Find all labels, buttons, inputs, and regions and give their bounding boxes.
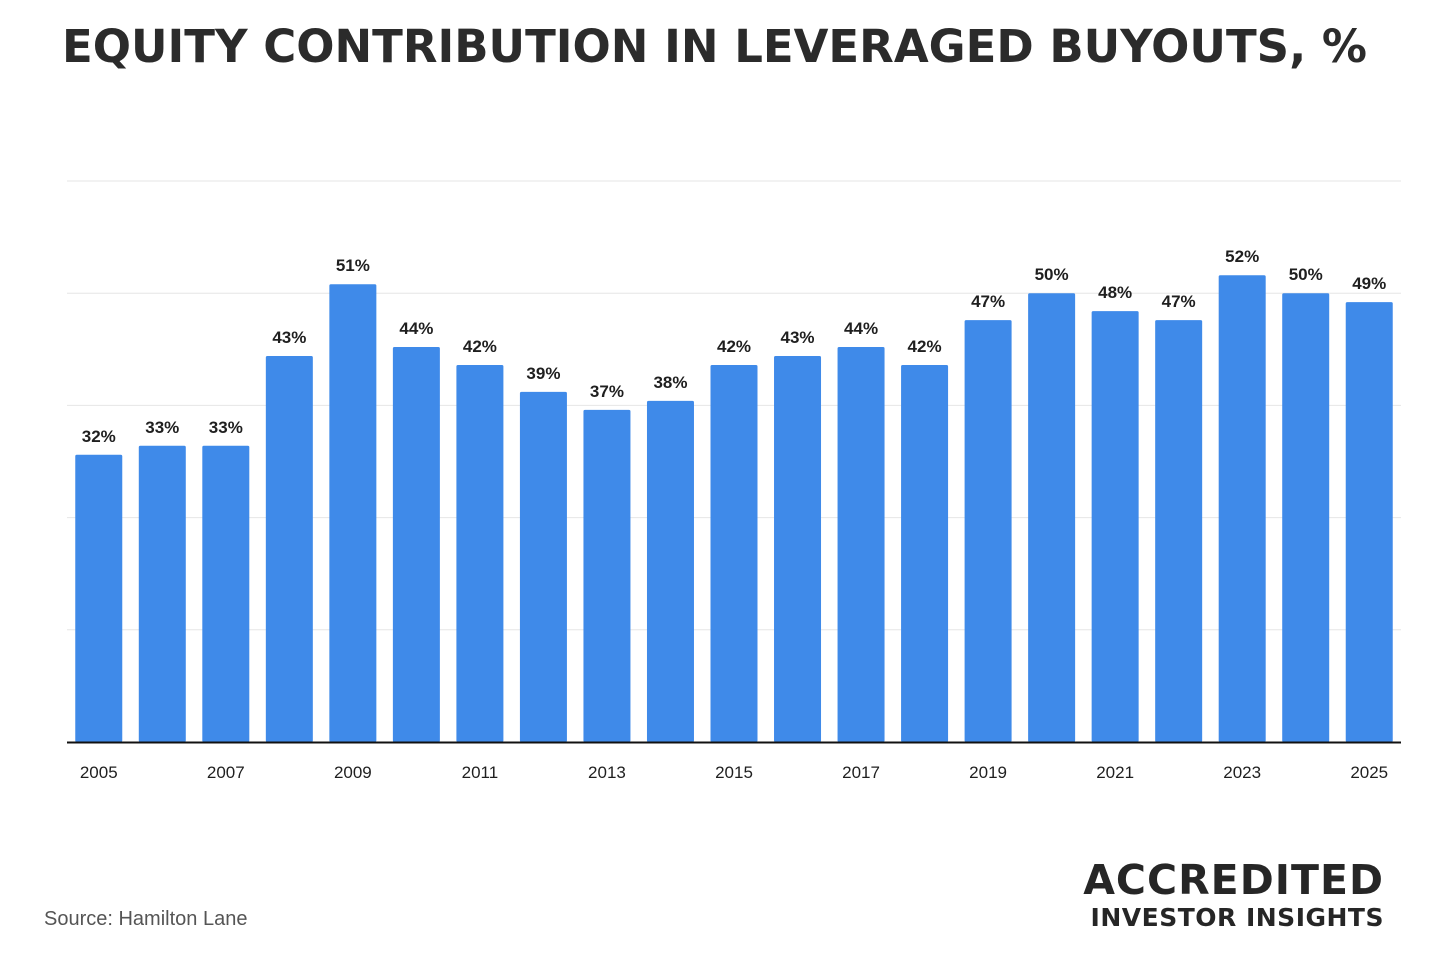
x-tick-label-2005: 2005 — [80, 763, 118, 782]
x-tick-label-2023: 2023 — [1223, 763, 1261, 782]
value-label-2012: 39% — [526, 364, 560, 383]
value-label-2024: 50% — [1289, 265, 1323, 284]
bar-2023 — [1218, 275, 1266, 742]
chart-title: EQUITY CONTRIBUTION IN LEVERAGED BUYOUTS… — [62, 20, 1367, 73]
brand-logo-line1: ACCREDITED — [1083, 856, 1384, 904]
value-label-2020: 50% — [1035, 265, 1069, 284]
bar-2022 — [1155, 320, 1203, 742]
bar-2007 — [202, 445, 250, 742]
value-label-2008: 43% — [272, 328, 306, 347]
bar-2024 — [1282, 293, 1330, 742]
value-label-2014: 38% — [653, 373, 687, 392]
bar-2012 — [519, 391, 567, 742]
value-label-2007: 33% — [209, 418, 243, 437]
bar-2025 — [1345, 302, 1393, 742]
x-tick-label-2025: 2025 — [1350, 763, 1388, 782]
bar-2011 — [456, 365, 504, 742]
value-label-2025: 49% — [1352, 274, 1386, 293]
bar-2017 — [837, 347, 885, 742]
value-label-2006: 33% — [145, 418, 179, 437]
bar-2013 — [583, 409, 631, 742]
value-label-2022: 47% — [1162, 292, 1196, 311]
bar-2021 — [1091, 311, 1139, 742]
bar-2006 — [138, 445, 186, 742]
value-label-2021: 48% — [1098, 283, 1132, 302]
value-label-2016: 43% — [781, 328, 815, 347]
bar-2005 — [75, 454, 123, 742]
bar-2019 — [964, 320, 1012, 742]
bar-2014 — [646, 400, 694, 742]
x-tick-label-2009: 2009 — [334, 763, 372, 782]
bar-2009 — [329, 284, 377, 742]
x-tick-label-2019: 2019 — [969, 763, 1007, 782]
value-label-2015: 42% — [717, 337, 751, 356]
source-note: Source: Hamilton Lane — [44, 908, 248, 930]
x-tick-label-2011: 2011 — [462, 763, 499, 782]
value-label-2013: 37% — [590, 382, 624, 401]
bar-2008 — [265, 356, 313, 742]
bar-2010 — [392, 347, 440, 742]
value-label-2010: 44% — [399, 319, 433, 338]
value-label-2018: 42% — [908, 337, 942, 356]
value-label-2023: 52% — [1225, 247, 1259, 266]
bar-2016 — [774, 356, 822, 742]
value-label-2011: 42% — [463, 337, 497, 356]
value-label-2009: 51% — [336, 256, 370, 275]
x-tick-label-2017: 2017 — [842, 763, 880, 782]
value-label-2019: 47% — [971, 292, 1005, 311]
bar-2020 — [1028, 293, 1076, 742]
bar-2018 — [901, 365, 949, 742]
x-tick-label-2021: 2021 — [1096, 763, 1134, 782]
x-tick-label-2007: 2007 — [207, 763, 245, 782]
brand-logo-line2: INVESTOR INSIGHTS — [1090, 903, 1384, 932]
bar-2015 — [710, 365, 758, 742]
x-tick-label-2013: 2013 — [588, 763, 626, 782]
value-label-2017: 44% — [844, 319, 878, 338]
x-tick-label-2015: 2015 — [715, 763, 753, 782]
value-label-2005: 32% — [82, 427, 116, 446]
